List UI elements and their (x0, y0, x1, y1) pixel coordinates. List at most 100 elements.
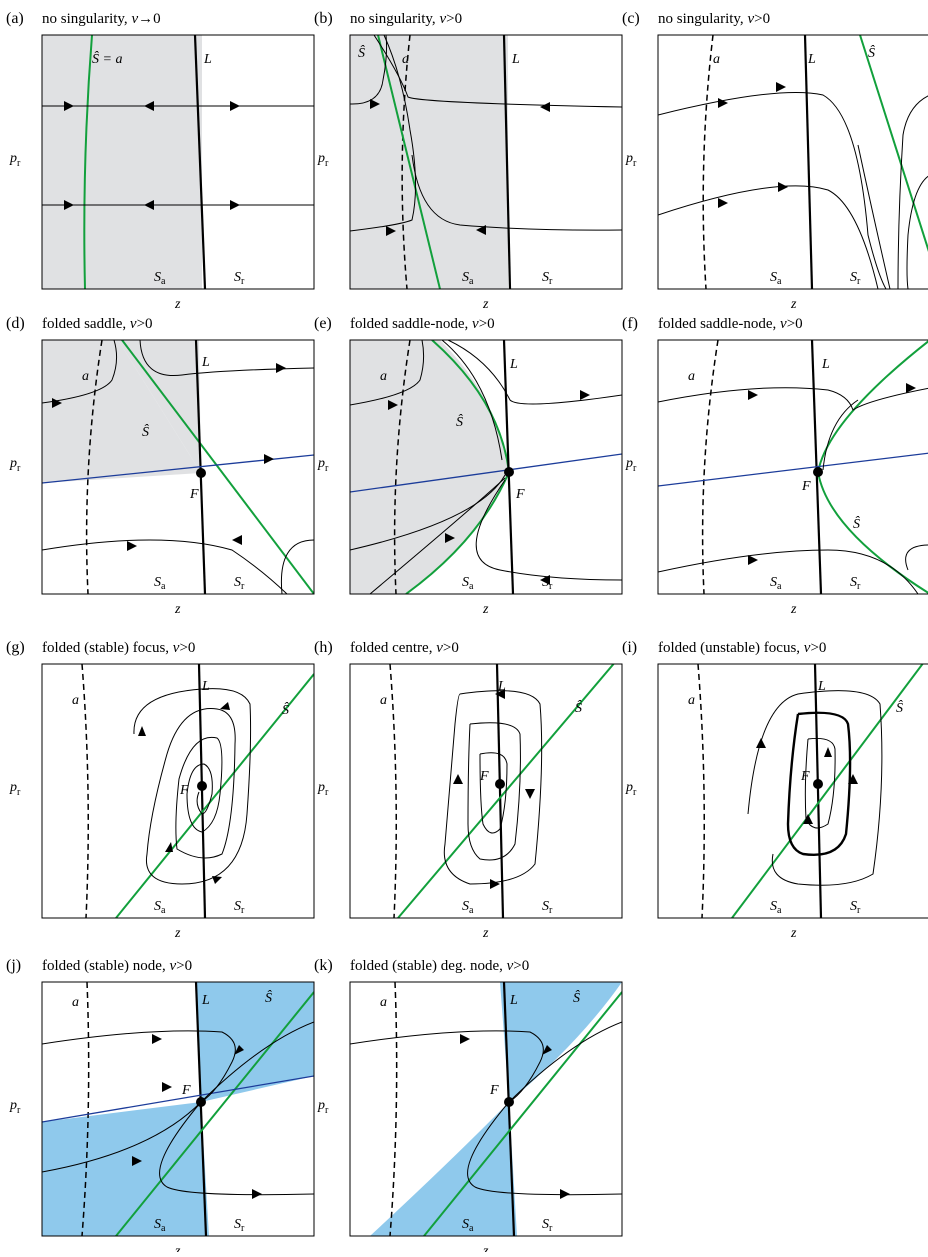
panel-h (349, 663, 623, 919)
shaded-region (350, 340, 509, 594)
panel-tag: (a) (6, 10, 24, 27)
F-label: F (515, 487, 525, 502)
critical-curve (423, 991, 622, 1236)
S-a-label: Sa (770, 270, 782, 287)
S-r-label: Sr (850, 899, 861, 916)
L-label: L (807, 52, 816, 67)
S-r-label: Sr (542, 575, 553, 592)
panel-title: folded saddle-node, v>0 (658, 316, 803, 332)
x-axis-label: z (174, 1244, 181, 1252)
S-r-label: Sr (234, 270, 245, 287)
fold-line (502, 340, 515, 594)
fold-line (803, 35, 814, 289)
critical-curve (731, 664, 924, 918)
S-hat-label: Ŝ (868, 44, 875, 61)
S-a-label: Sa (770, 899, 782, 916)
strong-eigendirection (350, 453, 622, 493)
F-label: F (801, 479, 811, 494)
x-axis-label: z (482, 297, 489, 312)
panel-f (657, 339, 928, 595)
x-axis-label: z (174, 602, 181, 617)
limit-cycle (786, 711, 852, 856)
F-label: F (181, 1083, 191, 1098)
F-label: F (800, 769, 810, 784)
panel-title: folded saddle, v>0 (42, 316, 153, 332)
trajectory (42, 101, 314, 210)
a-label: a (72, 995, 79, 1010)
S-r-label: Sr (850, 270, 861, 287)
strong-eigendirection (658, 452, 928, 487)
S-r-label: Sr (850, 575, 861, 592)
x-axis-label: z (790, 602, 797, 617)
a-label: a (713, 52, 720, 67)
fold-line (813, 664, 823, 918)
shaded-region (42, 340, 201, 483)
S-hat-label: Ŝ (896, 699, 903, 716)
panel-c (657, 34, 928, 290)
S-a-label: Sa (154, 270, 166, 287)
fold-point-F (196, 468, 206, 478)
L-label: L (509, 993, 518, 1008)
y-axis-label: pr (9, 151, 21, 169)
panel-title: folded saddle-node, v>0 (350, 316, 495, 332)
S-hat-label: Ŝ (265, 989, 272, 1006)
panel-e (349, 339, 623, 595)
x-axis-label: z (482, 926, 489, 941)
a-label: a (72, 693, 79, 708)
a-nullcline (702, 35, 714, 289)
y-axis-label: pr (625, 456, 637, 474)
panel-b (349, 34, 623, 290)
L-label: L (509, 357, 518, 372)
a-nullcline (85, 340, 103, 594)
a-label: a (688, 693, 695, 708)
a-nullcline (701, 340, 719, 594)
S-hat-label: Ŝ (853, 515, 860, 532)
panel-j (41, 981, 315, 1237)
panel-tag: (e) (314, 315, 332, 332)
S-hat-label: Ŝ (358, 44, 365, 61)
panel-title: folded (unstable) focus, v>0 (658, 640, 826, 656)
y-axis-label: pr (625, 780, 637, 798)
y-axis-label: pr (9, 456, 21, 474)
panel-d (41, 339, 315, 595)
S-a-label: Sa (770, 575, 782, 592)
shaded-region (500, 982, 622, 1102)
plot-frame (41, 34, 315, 290)
a-label: a (380, 995, 387, 1010)
a-nullcline (389, 664, 397, 918)
y-axis-label: pr (317, 780, 329, 798)
panel-title: folded (stable) deg. node, v>0 (350, 958, 529, 974)
a-label: a (380, 693, 387, 708)
fold-point-F (813, 779, 823, 789)
panel-tag: (d) (6, 315, 25, 332)
a-label: a (402, 52, 409, 67)
S-r-label: Sr (234, 1217, 245, 1234)
panel-tag: (c) (622, 10, 640, 27)
x-axis-label: z (482, 602, 489, 617)
critical-curve (816, 340, 928, 594)
fold-line (495, 664, 505, 918)
S-r-label: Sr (234, 899, 245, 916)
y-axis-label: pr (625, 151, 637, 169)
a-nullcline (81, 982, 90, 1236)
S-a-label: Sa (462, 575, 474, 592)
critical-curve (397, 664, 615, 918)
panel-title: folded (stable) focus, v>0 (42, 640, 195, 656)
S-hat-label: Ŝ (575, 699, 582, 716)
a-nullcline (393, 340, 411, 594)
x-axis-label: z (790, 297, 797, 312)
S-a-label: Sa (462, 899, 474, 916)
L-label: L (201, 355, 210, 370)
panel-tag: (g) (6, 639, 25, 656)
fold-point-F (495, 779, 505, 789)
S-a-label: Sa (154, 575, 166, 592)
strong-eigendirection (42, 1075, 314, 1123)
panel-tag: (h) (314, 639, 333, 656)
a-nullcline (389, 982, 398, 1236)
fold-point-F (197, 781, 207, 791)
shaded-region (350, 35, 508, 289)
L-label: L (201, 679, 210, 694)
S-hat-label: Ŝ (282, 701, 289, 718)
panel-a (41, 34, 315, 290)
